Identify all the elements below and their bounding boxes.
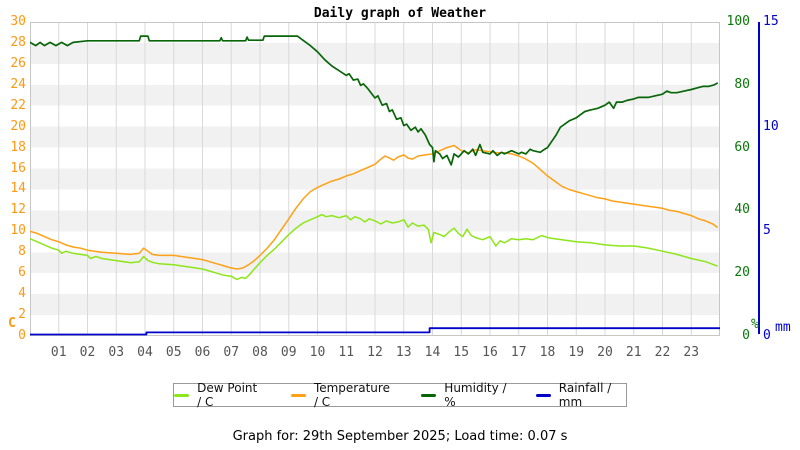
temperature-swatch-icon: [290, 393, 306, 397]
hour-label: 08: [252, 345, 268, 360]
hour-label: 20: [597, 345, 613, 360]
temperature-unit-label: C: [8, 316, 16, 331]
rainfall-axis-tick: 0: [763, 328, 771, 343]
temperature-axis-tick: 8: [18, 244, 26, 260]
caption: Graph for: 29th September 2025; Load tim…: [232, 429, 568, 444]
hour-label: 22: [654, 345, 671, 360]
hour-label: 02: [79, 345, 96, 360]
temperature-axis-tick: 24: [10, 76, 26, 92]
humidity-unit-label: %: [751, 317, 759, 332]
legend-item-dew-point: Dew Point / C: [174, 381, 265, 409]
hour-label: 16: [482, 345, 498, 360]
legend-box: Dew Point / C Temperature / C Humidity / %…: [173, 381, 627, 409]
hour-label: 10: [309, 345, 326, 360]
hour-label: 17: [510, 345, 527, 360]
hour-label: 04: [137, 345, 153, 360]
legend-item-rainfall: Rainfall / mm: [535, 381, 626, 409]
humidity-axis-tick: 40: [734, 202, 750, 218]
plot-border: [30, 22, 720, 336]
temperature-axis-tick: 26: [10, 55, 26, 71]
legend-item-humidity: Humidity / %: [421, 381, 510, 409]
chart-canvas: [30, 22, 720, 336]
temperature-axis-tick: 16: [10, 160, 26, 176]
legend-label: Temperature / C: [313, 381, 390, 409]
hour-label: 07: [223, 345, 240, 360]
temperature-line: [30, 144, 718, 270]
rainfall-axis-line: [758, 22, 760, 334]
humidity-line: [30, 35, 718, 166]
hour-label: 03: [108, 345, 125, 360]
temperature-axis-tick: 14: [10, 181, 26, 197]
temperature-axis-tick: 6: [18, 265, 26, 281]
hour-label: 21: [625, 345, 642, 360]
temperature-axis-tick: 0: [18, 328, 26, 343]
humidity-axis-tick: 100: [726, 14, 750, 29]
legend-label: Dew Point / C: [197, 381, 258, 409]
hour-label: 19: [568, 345, 585, 360]
humidity-axis-tick: 60: [734, 139, 750, 155]
legend-label: Humidity / %: [444, 381, 507, 409]
hour-label: 06: [194, 345, 211, 360]
rainfall-line: [30, 327, 720, 336]
hour-label: 09: [280, 345, 297, 360]
rainfall-unit-label: mm: [775, 320, 791, 335]
temperature-axis-tick: 2: [18, 307, 26, 323]
rainfall-axis-tick: 5: [763, 223, 771, 239]
page-title: Daily graph of Weather: [313, 6, 487, 21]
legend-label: Rainfall / mm: [558, 381, 612, 409]
hour-label: 01: [50, 345, 67, 360]
humidity-swatch-icon: [421, 393, 437, 397]
temperature-axis-tick: 4: [18, 286, 26, 302]
humidity-axis-tick: 80: [734, 76, 750, 92]
temperature-axis-tick: 12: [10, 202, 26, 218]
hour-label: 15: [453, 345, 470, 360]
rainfall-axis-tick: 10: [763, 118, 779, 134]
temperature-axis-tick: 28: [10, 34, 26, 50]
temperature-axis-tick: 22: [10, 97, 26, 113]
temperature-axis-tick: 10: [10, 223, 26, 239]
dew-point-line: [30, 213, 718, 281]
humidity-axis-tick: 0: [742, 328, 750, 343]
hour-label: 05: [165, 345, 182, 360]
hour-label: 13: [395, 345, 412, 360]
dew-point-swatch-icon: [174, 393, 190, 397]
humidity-axis-tick: 20: [734, 265, 750, 281]
temperature-axis-tick: 20: [10, 118, 26, 134]
hour-label: 12: [367, 345, 383, 360]
temperature-axis-tick: 30: [10, 14, 26, 29]
hour-label: 18: [539, 345, 556, 360]
rainfall-swatch-icon: [535, 393, 551, 397]
hour-label: 11: [338, 345, 355, 360]
hour-label: 23: [683, 345, 700, 360]
hour-label: 14: [424, 345, 441, 360]
plot-area: [30, 22, 720, 336]
legend-item-temperature: Temperature / C: [290, 381, 395, 409]
temperature-axis-tick: 18: [10, 139, 26, 155]
rainfall-axis-tick: 15: [763, 14, 779, 29]
